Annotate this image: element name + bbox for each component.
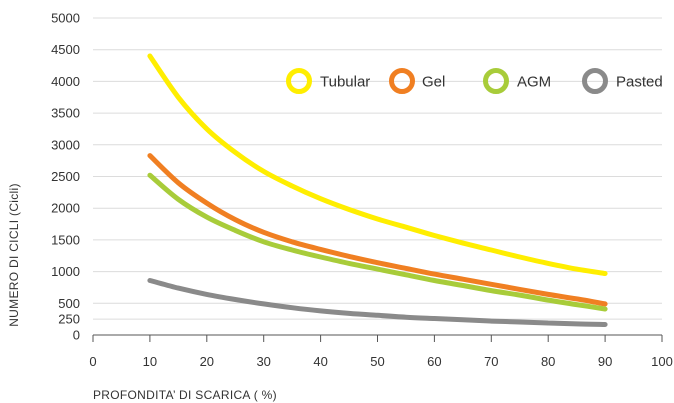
- y-tick-label-250: 250: [58, 312, 80, 327]
- x-tick-label-100: 100: [651, 354, 673, 369]
- x-tick-label-50: 50: [370, 354, 384, 369]
- legend: Tubular Gel AGM Pasted: [286, 68, 663, 94]
- x-tick-label-60: 60: [427, 354, 441, 369]
- x-axis-title: PROFONDITA’ DI SCARICA ( %): [93, 388, 277, 402]
- x-tick-label-20: 20: [200, 354, 214, 369]
- y-tick-label-1500: 1500: [51, 232, 80, 247]
- y-tick-label-2500: 2500: [51, 169, 80, 184]
- legend-marker-agm: [483, 68, 509, 94]
- y-tick-label-0: 0: [73, 328, 80, 343]
- y-tick-label-3000: 3000: [51, 137, 80, 152]
- series-line-tubular: [147, 53, 608, 276]
- y-tick-label-1000: 1000: [51, 264, 80, 279]
- series-line-pasted: [147, 278, 608, 327]
- legend-marker-pasted: [582, 68, 608, 94]
- x-tick-label-40: 40: [313, 354, 327, 369]
- x-axis-ticks: 0 10 20 30 40 50 60 70 80 90 100: [89, 335, 673, 369]
- y-tick-label-500: 500: [58, 296, 80, 311]
- y-tick-label-2000: 2000: [51, 201, 80, 216]
- x-tick-label-90: 90: [598, 354, 612, 369]
- series-line-gel: [147, 153, 608, 307]
- y-tick-label-4500: 4500: [51, 42, 80, 57]
- legend-label-agm: AGM: [517, 74, 551, 91]
- y-tick-label-4000: 4000: [51, 74, 80, 89]
- legend-marker-tubular: [286, 68, 312, 94]
- legend-label-gel: Gel: [422, 74, 445, 91]
- x-tick-label-0: 0: [89, 354, 96, 369]
- x-tick-label-80: 80: [541, 354, 555, 369]
- x-tick-label-30: 30: [256, 354, 270, 369]
- legend-label-pasted: Pasted: [616, 74, 663, 91]
- y-tick-label-5000: 5000: [51, 11, 80, 26]
- legend-label-tubular: Tubular: [320, 74, 370, 91]
- series-lines: [147, 53, 608, 327]
- x-tick-label-70: 70: [484, 354, 498, 369]
- legend-marker-gel: [389, 68, 415, 94]
- x-tick-label-10: 10: [143, 354, 157, 369]
- y-tick-label-3500: 3500: [51, 106, 80, 121]
- y-axis-title: NUMERO DI CICLI (Cicli): [7, 183, 21, 327]
- series-line-agm: [147, 172, 608, 312]
